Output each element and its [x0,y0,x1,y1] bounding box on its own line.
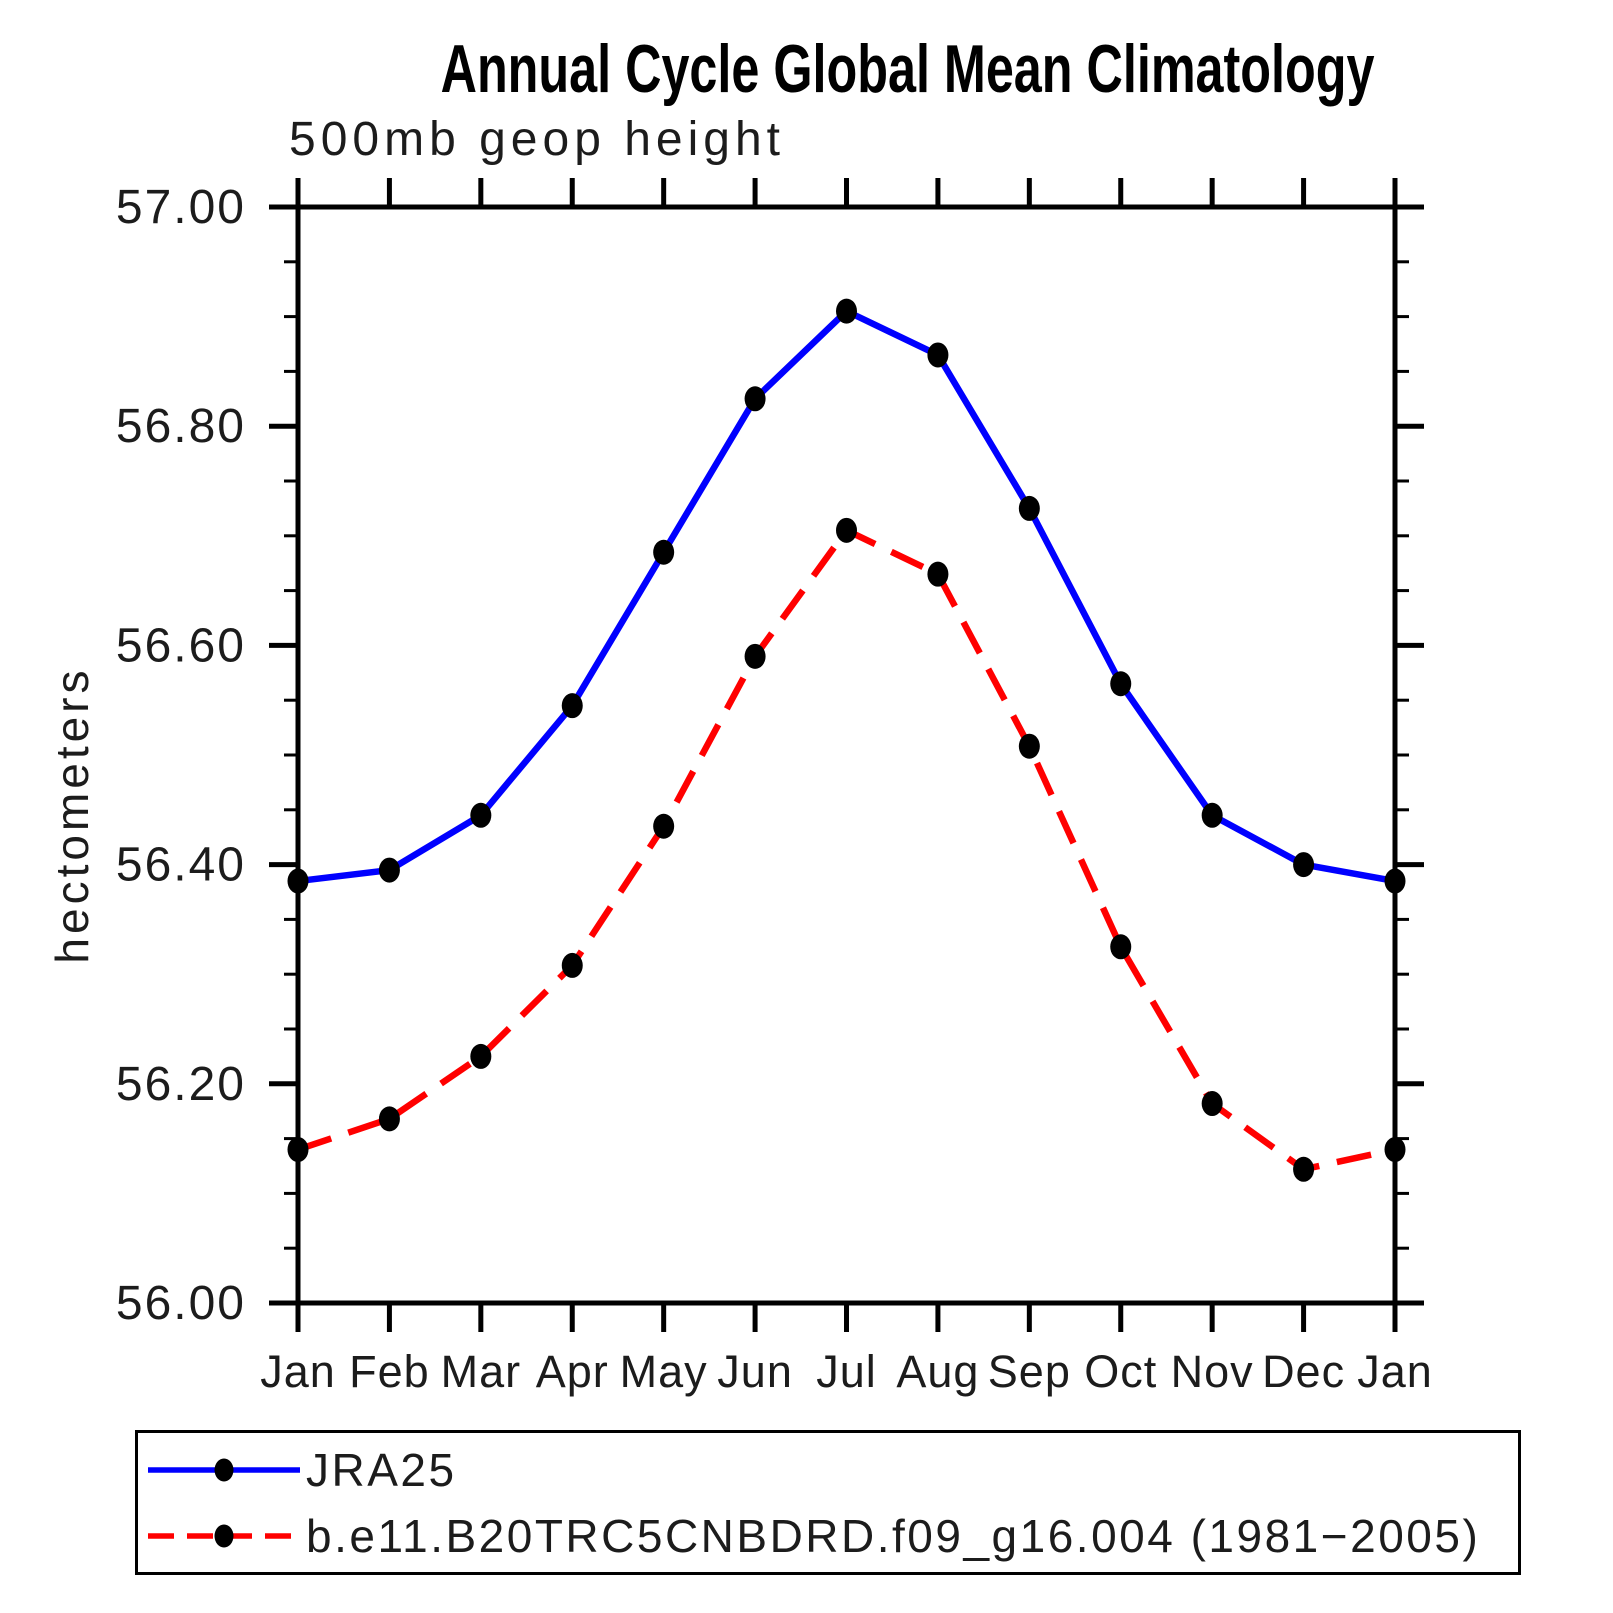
x-tick-label: Jul [816,1346,877,1397]
data-point-marker [653,813,675,839]
x-tick-label: Sep [988,1346,1071,1397]
data-point-marker [561,693,583,719]
data-point-marker [1201,802,1223,828]
legend-label-model: b.e11.B20TRC5CNBDRD.f09_g16.004 (1981−20… [306,1509,1481,1562]
x-tick-label: Apr [536,1346,609,1397]
data-point-marker [1201,1091,1223,1117]
data-point-marker [1384,1137,1406,1163]
data-point-marker [744,643,766,669]
chart-subtitle: 500mb geop height [289,113,785,166]
x-tick-label: May [620,1346,708,1397]
legend-label-jra25: JRA25 [306,1443,457,1496]
data-point-marker [1110,671,1132,697]
x-tick-label: Jan [1357,1346,1433,1397]
legend: JRA25 b.e11.B20TRC5CNBDRD.f09_g16.004 (1… [135,1430,1521,1575]
x-tick-label: Dec [1262,1346,1345,1397]
series-line-0 [297,307,1396,885]
data-point-marker [287,1137,309,1163]
chart-title: Annual Cycle Global Mean Climatology [440,31,1375,107]
x-tick-label: Mar [441,1346,522,1397]
x-tick-label: Aug [896,1346,979,1397]
data-point-marker [744,386,766,412]
series-line-1 [296,527,1396,1173]
y-tick-label: 56.40 [116,839,246,892]
data-point-marker [378,1106,400,1132]
data-point-marker [470,1043,492,1069]
legend-item-jra25: JRA25 [138,1437,1518,1503]
legend-marker-icon [214,1524,234,1547]
y-tick-label: 56.20 [116,1058,246,1111]
data-point-marker [1384,868,1406,894]
data-point-marker [836,298,857,324]
legend-item-model: b.e11.B20TRC5CNBDRD.f09_g16.004 (1981−20… [138,1503,1518,1569]
x-tick-label: Jan [260,1346,336,1397]
x-tick-label: Oct [1084,1346,1157,1397]
x-tick-label: Nov [1171,1346,1254,1397]
y-tick-label: 57.00 [116,181,246,234]
data-point-marker [1018,733,1040,759]
data-point-marker [927,342,949,368]
x-tick-label: Feb [349,1346,430,1397]
data-point-marker [561,952,583,978]
data-point-marker [378,857,400,883]
data-point-marker [1293,852,1315,878]
plot-frame [295,204,1398,1306]
data-point-marker [927,561,949,587]
y-tick-label: 56.60 [116,619,246,672]
data-point-marker [1018,495,1040,521]
data-point-marker [470,802,492,828]
data-point-marker [287,868,309,894]
data-point-marker [653,539,675,565]
legend-line-sample-solid [148,1458,300,1481]
y-tick-label: 56.80 [116,400,246,453]
x-tick-label: Jun [717,1346,793,1397]
legend-line-sample-dashed [148,1524,300,1547]
data-point-marker [1293,1156,1315,1182]
legend-marker-icon [214,1458,234,1481]
data-point-marker [1110,934,1132,960]
data-point-marker [836,517,857,543]
y-tick-label: 56.00 [116,1277,246,1330]
